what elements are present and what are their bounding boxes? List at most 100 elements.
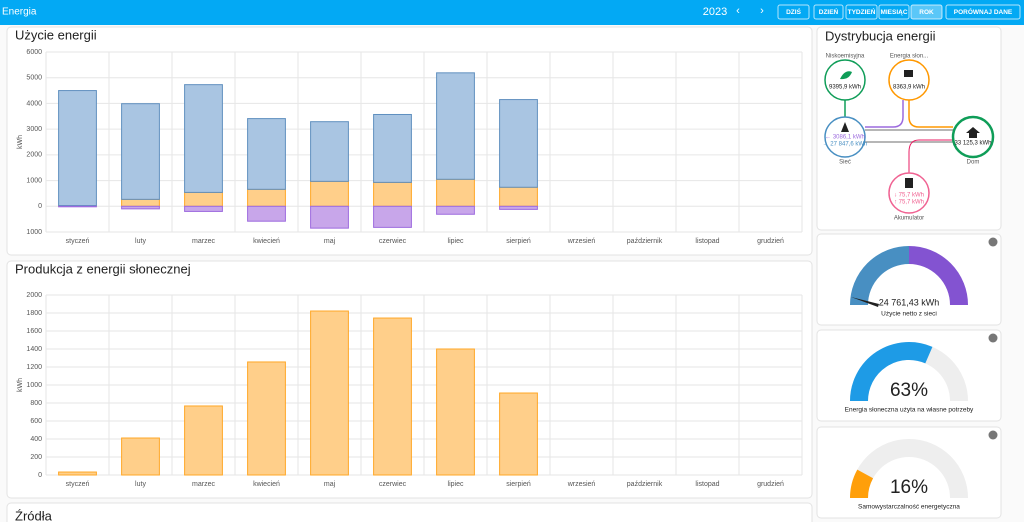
gauge-needle bbox=[851, 297, 879, 307]
node-label: Energia słon... bbox=[890, 54, 929, 60]
card-title: Dystrybucja energii bbox=[825, 28, 936, 43]
y-tick-label: 4000 bbox=[26, 100, 42, 107]
period-button[interactable] bbox=[910, 4, 943, 20]
button-label[interactable]: ROK bbox=[919, 9, 934, 16]
gauge-value-label: 24 761,43 kWh bbox=[879, 297, 940, 307]
button-label[interactable]: DZIŚ bbox=[786, 7, 801, 16]
top-bar bbox=[0, 0, 1024, 25]
node-value: 8363,9 kWh bbox=[893, 85, 925, 91]
page-title: Energia bbox=[2, 7, 37, 18]
gauge-value-label: 16% bbox=[890, 477, 928, 498]
x-tick-label: luty bbox=[135, 481, 146, 488]
bar bbox=[310, 205, 349, 229]
gauge-value-label: 63% bbox=[890, 380, 928, 401]
bar bbox=[373, 317, 412, 476]
bar bbox=[58, 205, 97, 208]
node bbox=[824, 59, 866, 101]
x-tick-label: grudzień bbox=[757, 481, 784, 488]
y-tick-label: 1000 bbox=[26, 177, 42, 184]
node-value: ← 3086,1 kWh bbox=[825, 135, 865, 141]
x-tick-label: sierpień bbox=[506, 481, 531, 488]
x-tick-label: lipiec bbox=[448, 481, 464, 488]
y-axis-label: kWh bbox=[17, 135, 24, 149]
x-tick-label: listopad bbox=[695, 481, 719, 488]
y-tick-label: 1000 bbox=[26, 382, 42, 389]
gauge-label: Samowystarczalność energetyczna bbox=[858, 504, 960, 511]
y-tick-label: 1800 bbox=[26, 310, 42, 317]
x-tick-label: czerwiec bbox=[379, 238, 407, 245]
bar bbox=[58, 90, 97, 207]
x-tick-label: sierpień bbox=[506, 238, 531, 245]
y-tick-label: 600 bbox=[30, 418, 42, 425]
period-button[interactable] bbox=[845, 4, 878, 20]
bar bbox=[499, 392, 538, 476]
x-tick-label: listopad bbox=[695, 238, 719, 245]
next-button[interactable]: › bbox=[760, 5, 764, 17]
battery-icon bbox=[905, 178, 913, 188]
button-label[interactable]: MIESIĄC bbox=[880, 9, 907, 16]
bar bbox=[436, 72, 475, 180]
y-tick-label: 1200 bbox=[26, 364, 42, 371]
y-tick-label: 1600 bbox=[26, 328, 42, 335]
card bbox=[6, 502, 813, 522]
solar-icon bbox=[904, 70, 913, 77]
flow-lines bbox=[844, 100, 953, 173]
node-label: Akumulator bbox=[894, 216, 924, 222]
chart-title: Użycie energii bbox=[15, 27, 97, 42]
prev-button[interactable]: ‹ bbox=[736, 5, 740, 17]
bar bbox=[499, 205, 538, 210]
y-tick-label: 3000 bbox=[26, 126, 42, 133]
bar bbox=[247, 188, 286, 207]
x-tick-label: styczeń bbox=[66, 481, 90, 488]
bar bbox=[436, 205, 475, 215]
x-tick-label: grudzień bbox=[757, 238, 784, 245]
node-value: 33 125,3 kWh bbox=[954, 141, 991, 147]
node-value: → 27 847,6 kWh bbox=[823, 142, 868, 148]
x-tick-label: maj bbox=[324, 481, 336, 488]
period-button[interactable] bbox=[878, 4, 910, 20]
info-icon[interactable] bbox=[988, 237, 998, 247]
node-value: ↑ 75,7 kWh bbox=[894, 200, 924, 206]
info-icon[interactable] bbox=[988, 333, 998, 343]
x-tick-label: kwiecień bbox=[253, 238, 280, 245]
y-tick-label: 6000 bbox=[26, 49, 42, 56]
bar bbox=[184, 191, 223, 207]
x-tick-label: luty bbox=[135, 238, 146, 245]
bar bbox=[247, 205, 286, 222]
x-tick-label: wrzesień bbox=[567, 238, 596, 245]
x-tick-label: maj bbox=[324, 238, 336, 245]
node-value: 9395,9 kWh bbox=[829, 85, 861, 91]
x-tick-label: lipiec bbox=[448, 238, 464, 245]
y-tick-label: 0 bbox=[38, 472, 42, 479]
info-icon[interactable] bbox=[988, 430, 998, 440]
x-tick-label: czerwiec bbox=[379, 481, 407, 488]
y-tick-label: 2000 bbox=[26, 152, 42, 159]
gauge-segment bbox=[850, 246, 910, 306]
button-label[interactable]: PORÓWNAJ DANE bbox=[954, 7, 1013, 16]
bar bbox=[373, 113, 412, 183]
node bbox=[888, 172, 930, 214]
y-tick-label: 400 bbox=[30, 436, 42, 443]
bar bbox=[310, 121, 349, 182]
y-tick-label: 5000 bbox=[26, 75, 42, 82]
period-button[interactable] bbox=[945, 4, 1021, 20]
bar bbox=[310, 180, 349, 207]
gauge-value bbox=[850, 342, 933, 402]
y-tick-label: 200 bbox=[30, 454, 42, 461]
period-button[interactable] bbox=[777, 4, 810, 20]
bar bbox=[247, 118, 286, 190]
bar bbox=[184, 205, 223, 212]
bar bbox=[373, 181, 412, 207]
button-label[interactable]: DZIEŃ bbox=[819, 7, 839, 16]
bar bbox=[310, 310, 349, 476]
button-label[interactable]: TYDZIEŃ bbox=[848, 7, 876, 16]
node-label: Dom bbox=[967, 160, 980, 166]
bar bbox=[499, 99, 538, 188]
y-tick-label: 800 bbox=[30, 400, 42, 407]
period-button[interactable] bbox=[813, 4, 844, 20]
bar bbox=[247, 361, 286, 476]
bar bbox=[184, 405, 223, 476]
node-label: Sieć bbox=[839, 160, 851, 166]
y-tick-label: 1400 bbox=[26, 346, 42, 353]
x-tick-label: marzec bbox=[192, 238, 215, 245]
